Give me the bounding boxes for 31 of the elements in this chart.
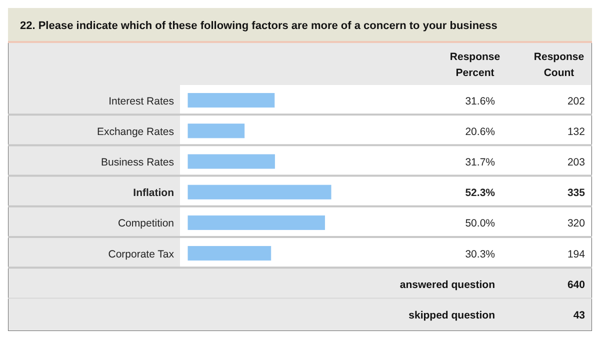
data-label: 31.7%	[465, 156, 495, 168]
text: 320	[567, 218, 586, 230]
text: Response Percent	[450, 51, 500, 79]
y-tick-label: Business Rates	[101, 156, 174, 168]
y-tick-label: Interest Rates	[108, 95, 174, 108]
data-label: 20.6%	[465, 126, 495, 138]
text: 202	[567, 95, 586, 108]
y-tick-label: Exchange Rates	[96, 126, 174, 138]
data-label: 31.6%	[465, 95, 495, 108]
bar	[188, 93, 275, 108]
text: 132	[567, 126, 586, 138]
y-tick-label: Corporate Tax	[108, 248, 175, 260]
bar	[188, 246, 272, 261]
y-tick-label: Inflation	[133, 187, 174, 200]
y-tick-label: Competition	[118, 218, 174, 230]
text: Response Count	[534, 51, 584, 79]
text: 640	[567, 278, 586, 291]
chart-title: 22. Please indicate which of these following factors are more of a concern to your business	[20, 20, 498, 32]
bar	[188, 215, 325, 230]
text: 43	[573, 310, 586, 322]
text: skipped question	[408, 310, 495, 322]
text: 203	[567, 156, 586, 168]
text: 335	[567, 187, 586, 200]
text: answered question	[400, 278, 495, 291]
bar	[188, 124, 245, 138]
data-label: 52.3%	[465, 187, 496, 200]
bar	[188, 154, 275, 169]
bar	[188, 184, 332, 200]
text: 194	[567, 248, 586, 260]
data-label: 50.0%	[465, 218, 495, 230]
data-label: 30.3%	[465, 248, 495, 260]
